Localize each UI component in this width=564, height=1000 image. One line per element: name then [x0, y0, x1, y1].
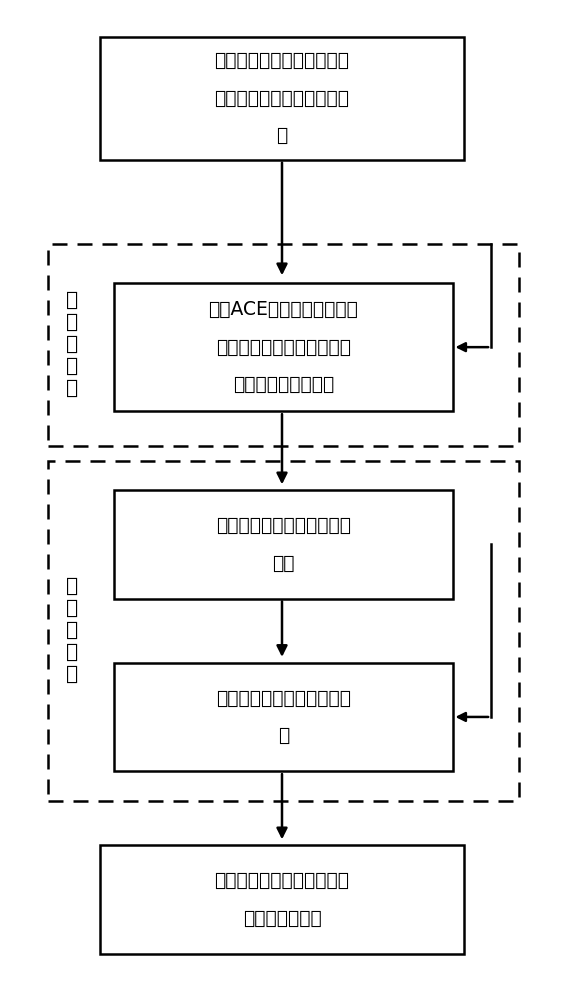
Text: 型: 型 [276, 126, 288, 145]
Text: 功
率
分
配
层: 功 率 分 配 层 [66, 291, 78, 398]
Bar [114, 283, 452, 411]
Bar [48, 461, 518, 801]
Text: 频
率
控
制
层: 频 率 控 制 层 [66, 577, 78, 684]
Text: 理，得到传统机组和储能资: 理，得到传统机组和储能资 [216, 338, 351, 357]
Text: 建立包含储能调频资源的区: 建立包含储能调频资源的区 [214, 51, 350, 70]
Text: 源承担的功率参考值: 源承担的功率参考值 [233, 375, 334, 394]
Text: 件: 件 [277, 726, 289, 745]
Text: 散化: 散化 [272, 554, 294, 573]
Text: 域互联电力系统频率响应模: 域互联电力系统频率响应模 [214, 89, 350, 108]
Text: 对（ACE）信号进行分频处: 对（ACE）信号进行分频处 [209, 300, 358, 319]
Bar [114, 490, 452, 599]
Bar [114, 663, 452, 771]
Text: 建立优化目标函数和约束条: 建立优化目标函数和约束条 [216, 689, 351, 708]
Text: 建立空间状态模型并将其离: 建立空间状态模型并将其离 [216, 516, 351, 535]
Bar [100, 37, 464, 160]
Text: 的二次规划问题: 的二次规划问题 [243, 909, 321, 928]
Bar [100, 845, 464, 954]
Text: 求解由目标函数和约束构成: 求解由目标函数和约束构成 [214, 871, 350, 890]
Bar [48, 244, 518, 446]
